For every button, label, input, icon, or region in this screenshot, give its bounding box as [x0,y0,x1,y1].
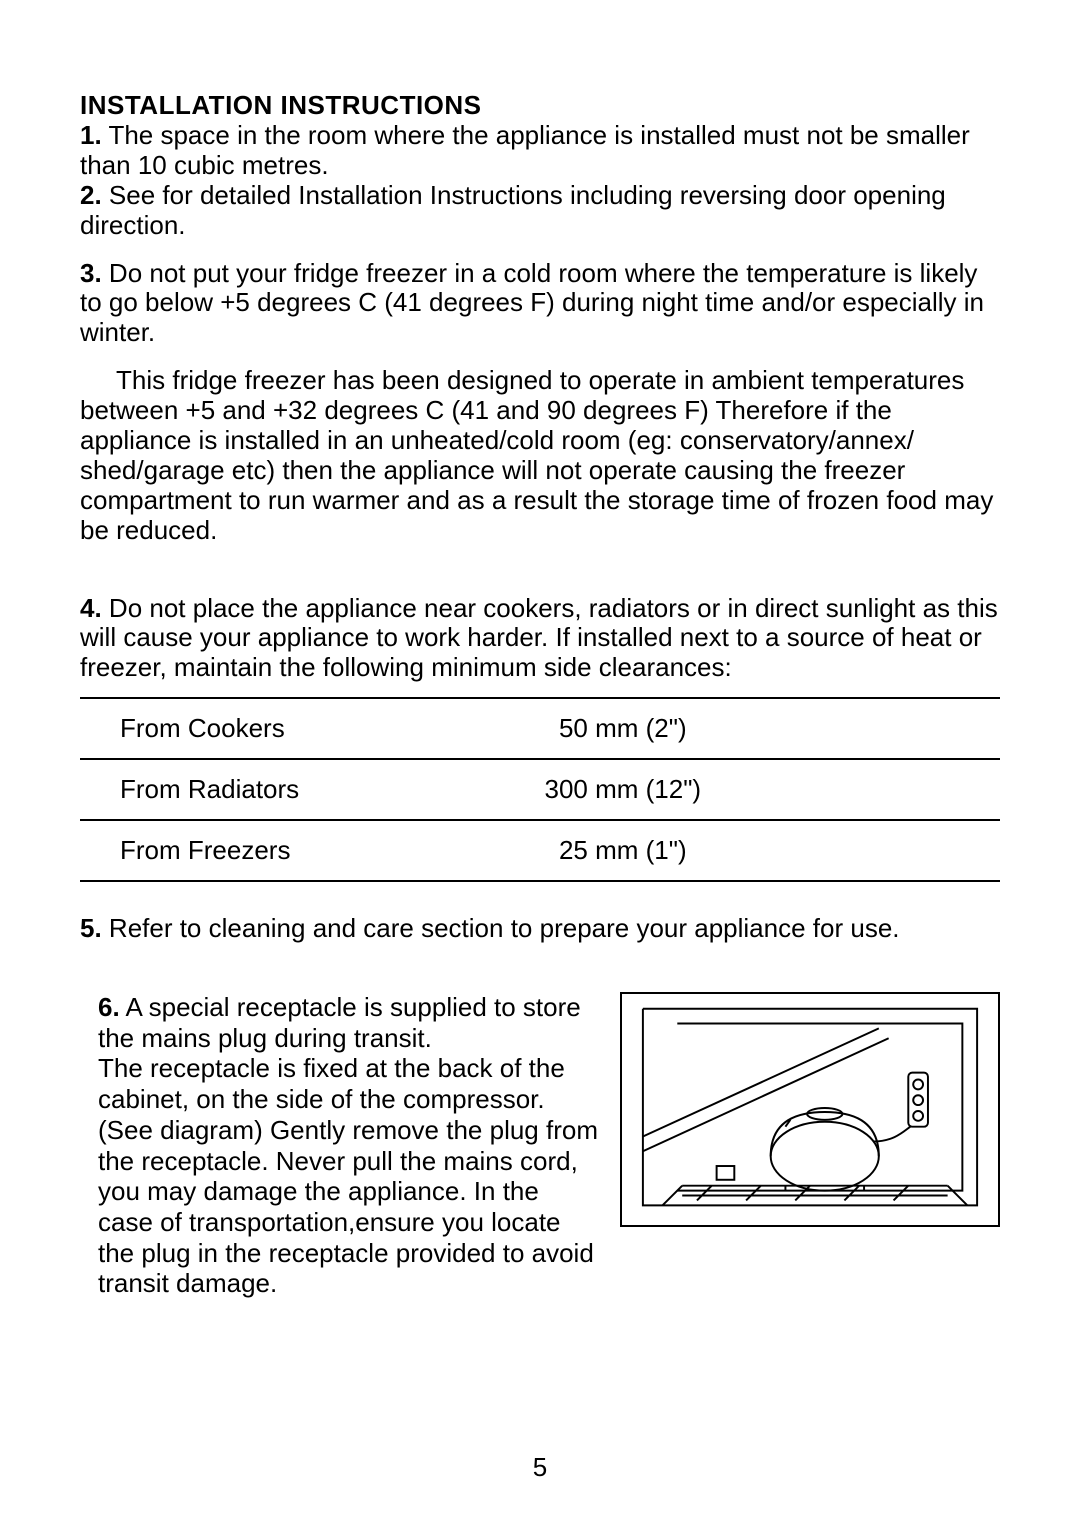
clearance-label: From Cookers [80,698,430,759]
clearance-spacer [816,698,1000,759]
clearance-value: 25 mm (1") [430,820,816,881]
item-3: 3. Do not put your fridge freezer in a c… [80,259,1000,349]
clearance-value: 300 mm (12") [430,759,816,820]
item-3-number: 3. [80,258,102,288]
item-1-number: 1. [80,120,102,150]
page-number: 5 [0,1452,1080,1483]
clearance-label: From Radiators [80,759,430,820]
item-6-number: 6. [98,992,120,1022]
item-3-continued: This fridge freezer has been designed to… [80,366,1000,545]
item-6-text-a: A special receptacle is supplied to stor… [98,992,581,1053]
item-4-text: Do not place the appliance near cookers,… [80,593,998,683]
item-5-number: 5. [80,913,102,943]
item-5-text: Refer to cleaning and care section to pr… [102,913,900,943]
item-3-text: Do not put your fridge freezer in a cold… [80,258,984,348]
clearance-spacer [816,759,1000,820]
item-2-text: See for detailed Installation Instructio… [80,180,946,240]
table-row: From Cookers 50 mm (2") [80,698,1000,759]
table-row: From Freezers 25 mm (1") [80,820,1000,881]
item-5: 5. Refer to cleaning and care section to… [80,914,1000,944]
compressor-diagram [620,992,1000,1227]
item-2: 2. See for detailed Installation Instruc… [80,181,1000,241]
item-4: 4. Do not place the appliance near cooke… [80,594,1000,684]
compressor-svg [622,994,998,1225]
item-1-text: The space in the room where the applianc… [80,120,970,180]
clearance-value: 50 mm (2") [430,698,816,759]
clearance-table: From Cookers 50 mm (2") From Radiators 3… [80,697,1000,882]
section-heading: INSTALLATION INSTRUCTIONS [80,90,1000,121]
clearance-label: From Freezers [80,820,430,881]
clearance-spacer [816,820,1000,881]
item-4-number: 4. [80,593,102,623]
item-2-number: 2. [80,180,102,210]
item-6-text-b: The receptacle is fixed at the back of t… [98,1053,598,1298]
item-6-row: 6. A special receptacle is supplied to s… [80,992,1000,1299]
item-1: 1. The space in the room where the appli… [80,121,1000,181]
table-row: From Radiators 300 mm (12") [80,759,1000,820]
item-6: 6. A special receptacle is supplied to s… [98,992,598,1053]
